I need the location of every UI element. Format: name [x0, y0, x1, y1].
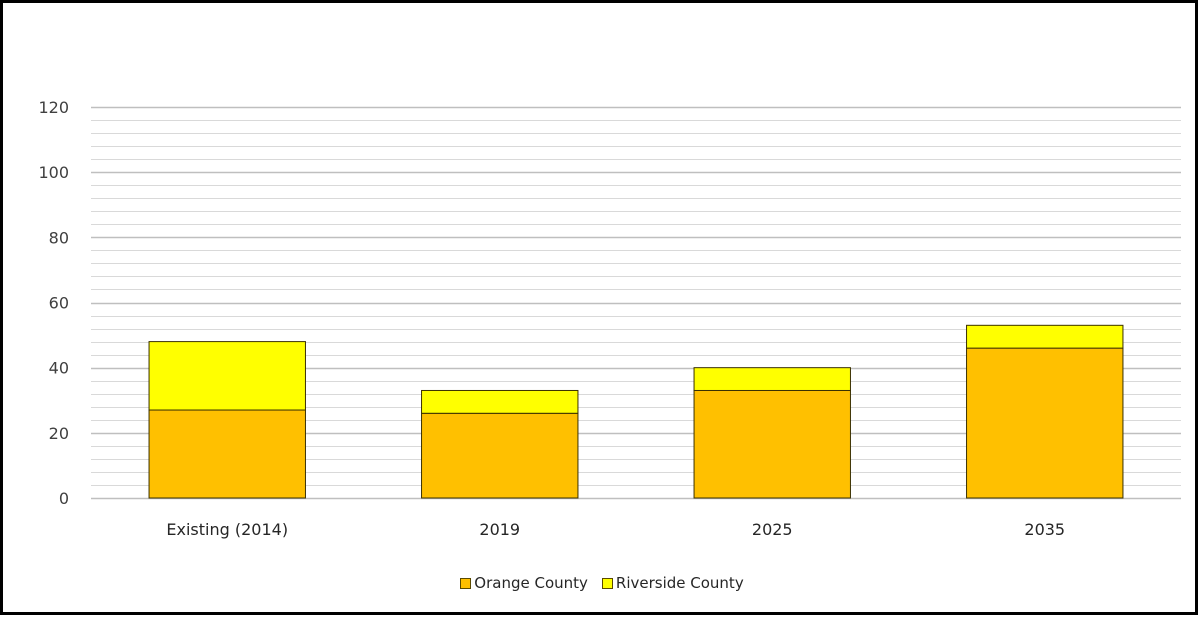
y-tick-label: 20: [49, 424, 69, 443]
y-tick-label: 100: [38, 163, 69, 182]
legend-label-riverside-county: Riverside County: [615, 574, 744, 592]
bar-riverside-county-1: [421, 389, 579, 414]
bar-riverside-county-0: [148, 341, 306, 411]
y-tick-label: 80: [49, 228, 69, 247]
bar-orange-county-3: [966, 347, 1124, 499]
x-category-label: 2025: [752, 520, 793, 539]
x-category-label: 2019: [479, 520, 520, 539]
x-axis-category-labels: Existing (2014) 2019 2025 2035: [166, 520, 1065, 539]
x-category-label: Existing (2014): [166, 520, 288, 539]
y-tick-label: 40: [49, 359, 69, 378]
bar-orange-county-0: [148, 409, 306, 499]
legend-swatch-orange-county: [460, 577, 472, 589]
legend: Orange County Riverside County: [3, 571, 1198, 595]
legend-item-riverside-county: Riverside County: [601, 574, 744, 592]
legend-item-orange-county: Orange County: [460, 574, 588, 592]
bar-riverside-county-3: [966, 324, 1124, 349]
y-tick-label: 60: [49, 294, 69, 313]
legend-swatch-riverside-county: [601, 577, 613, 589]
bar-orange-county-1: [421, 412, 579, 499]
x-category-label: 2035: [1024, 520, 1065, 539]
bars: [148, 324, 1124, 499]
y-tick-label: 120: [38, 98, 69, 117]
bar-riverside-county-2: [693, 367, 851, 391]
y-axis-tick-labels: 0 20 40 60 80 100 120: [38, 98, 69, 508]
y-tick-label: 0: [59, 489, 69, 508]
bar-orange-county-2: [693, 389, 851, 499]
legend-label-orange-county: Orange County: [474, 574, 588, 592]
stacked-bar-chart: 0 20 40 60 80 100 120 Existing (2014) 2019 2025 2…: [38, 98, 1181, 539]
